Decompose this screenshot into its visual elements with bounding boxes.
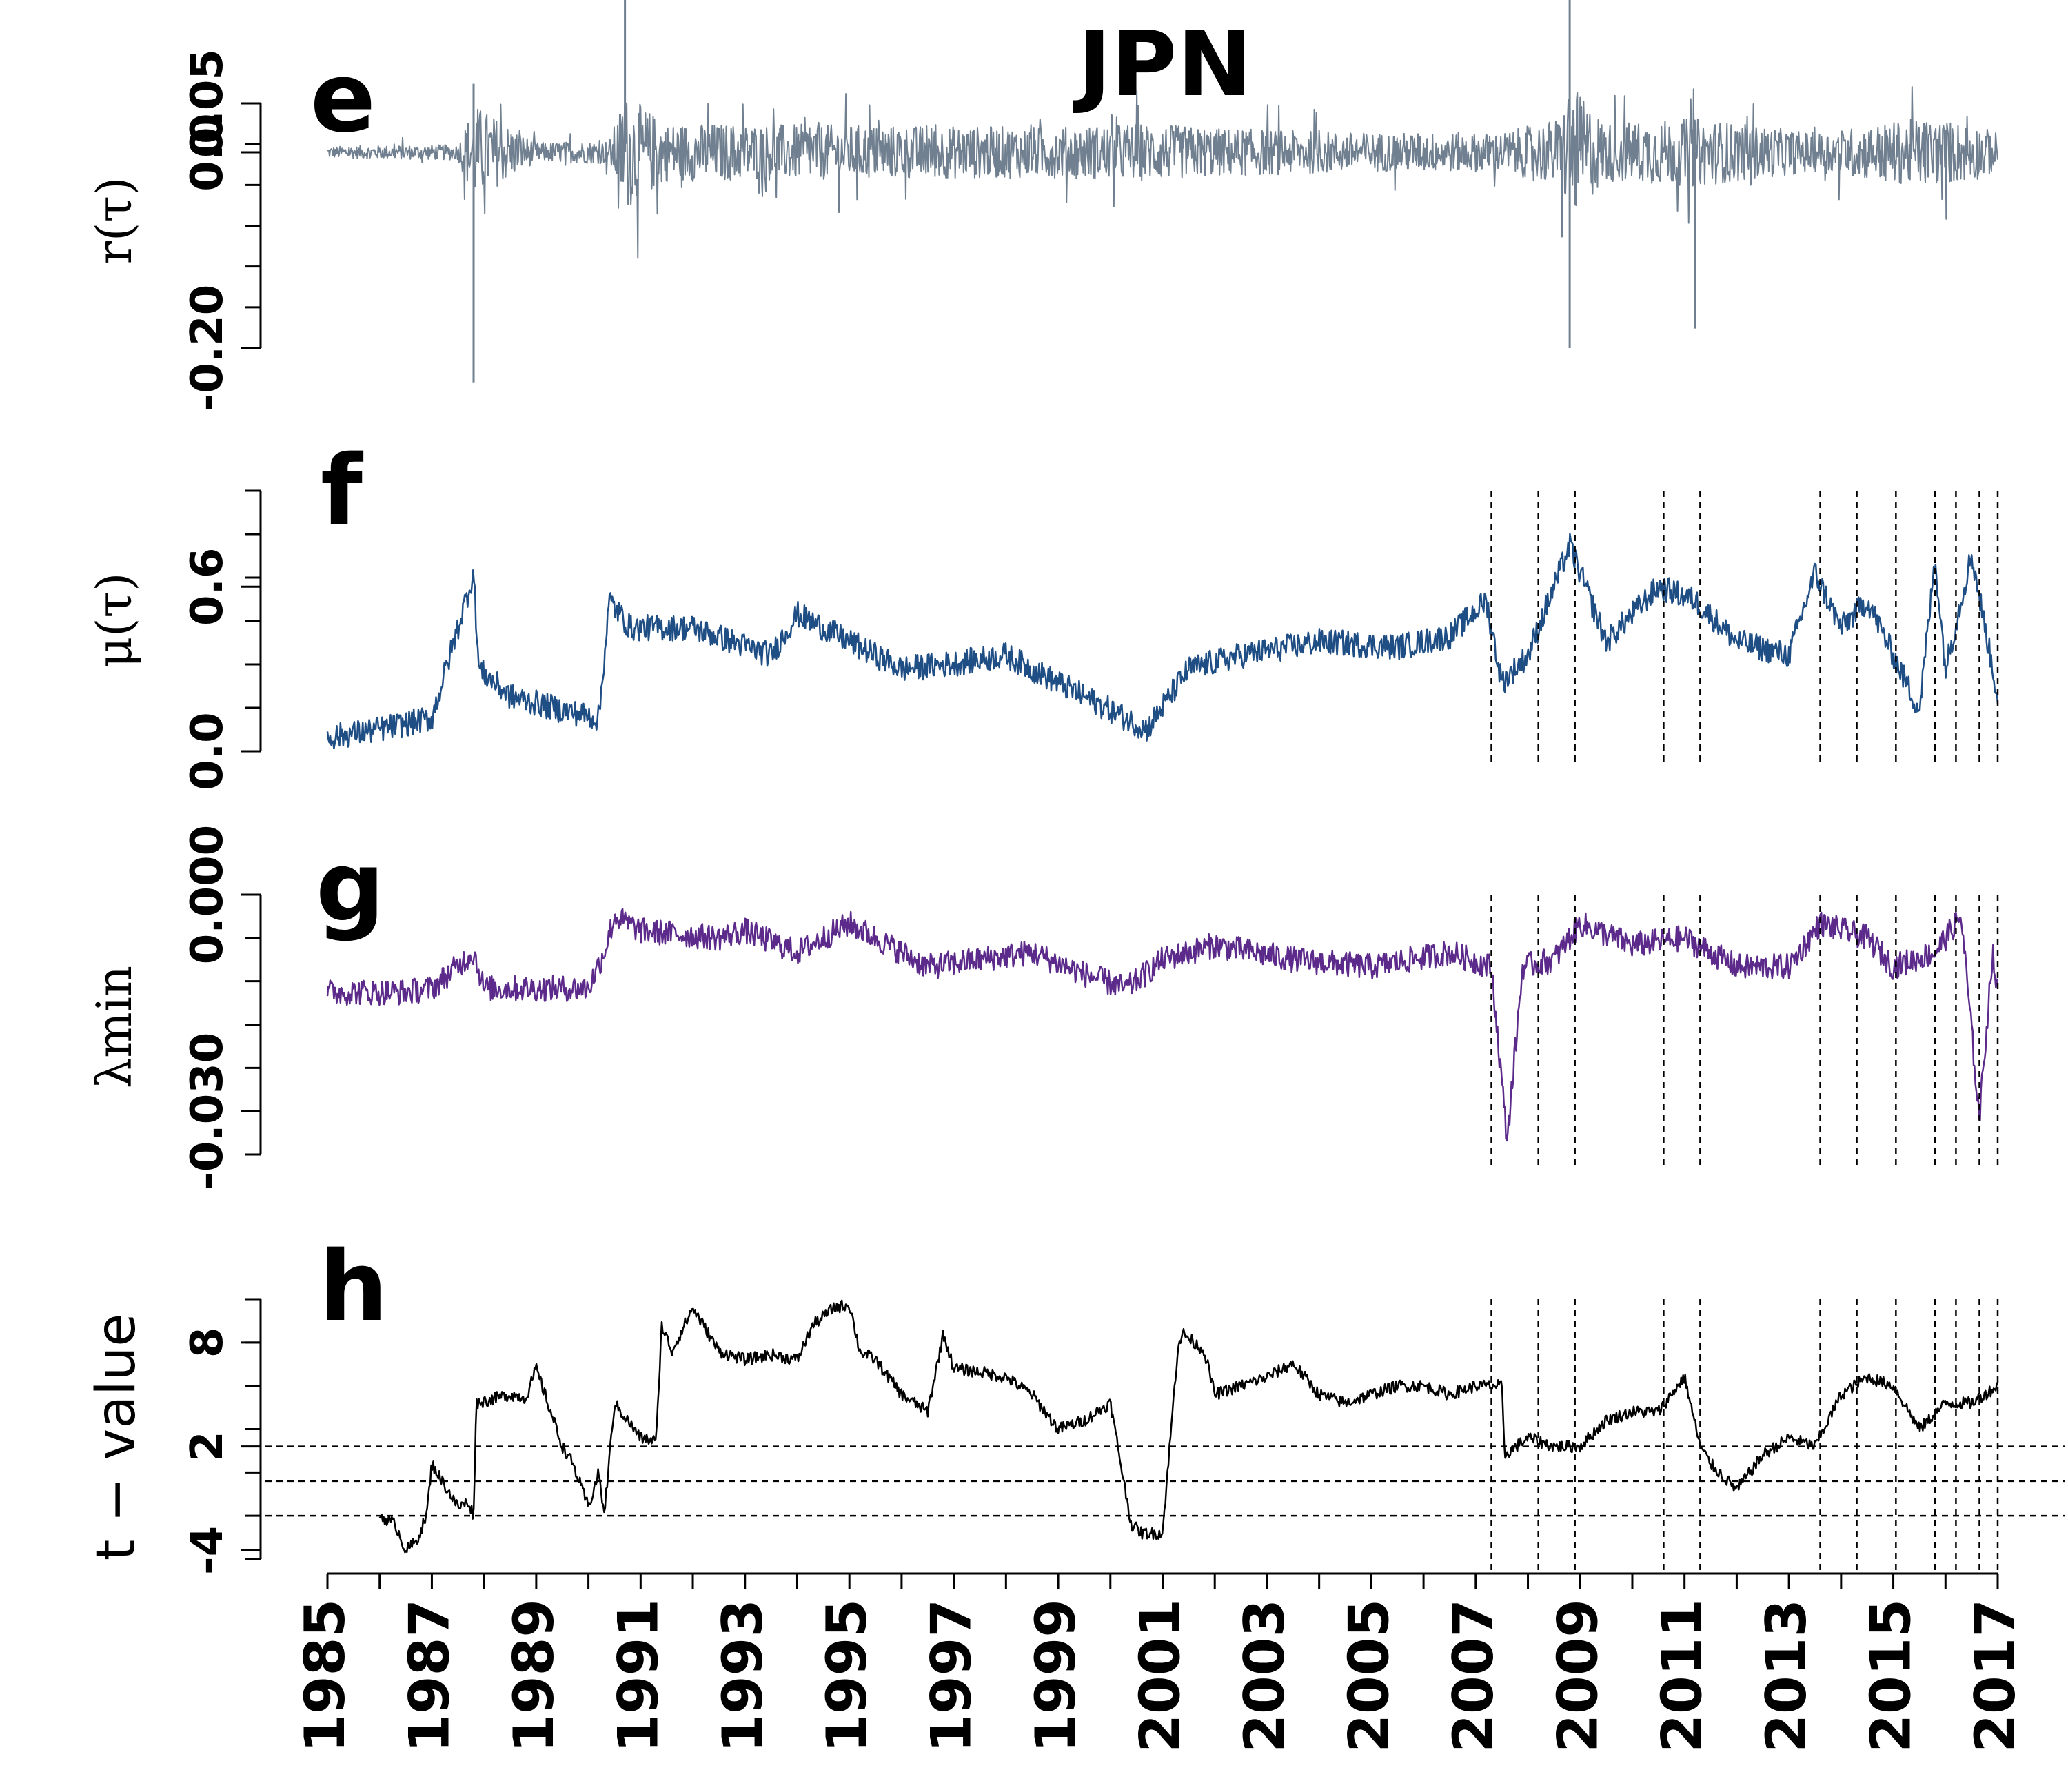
panel-letter-e: e	[310, 42, 376, 154]
series-line-g	[326, 908, 1999, 1142]
x-axis: 1985 1987 1989 1991 1993 1995 1997 1999 2001 2003…	[293, 1572, 2027, 1753]
series-line-e	[327, 86, 1998, 259]
x-tick-label: 1997	[920, 1599, 984, 1753]
panel-letter-h: h	[319, 1231, 388, 1343]
x-tick-label: 1989	[502, 1599, 566, 1753]
axes-panel-g: 0.000 -0.030	[182, 825, 1999, 1190]
ylabel-panel-g-text: λmin	[86, 966, 143, 1088]
chart-title: JPN	[1073, 12, 1252, 116]
ylabel-panel-g: λmin	[86, 966, 143, 1088]
x-tick-label: 2015	[1859, 1599, 1923, 1753]
x-tick-label: 1995	[815, 1599, 879, 1753]
x-tick-label: 2013	[1754, 1599, 1818, 1753]
series-line-h	[378, 1299, 1999, 1554]
x-tick-label: 1993	[711, 1599, 775, 1753]
axes-panel-e: 0.050.0 -0.20	[182, 0, 1998, 411]
x-tick-label: 1987	[397, 1599, 461, 1753]
y-tick-label: 8	[182, 1327, 233, 1358]
panel-letter-g: g	[316, 831, 385, 944]
x-tick-label: 1985	[293, 1599, 357, 1753]
y-tick-label: -0.030	[182, 1032, 233, 1190]
ylabel-panel-h: t − value	[85, 1314, 148, 1561]
y-tick-label: -4	[182, 1526, 233, 1575]
y-tick-label: 0.05	[182, 49, 233, 158]
x-tick-label: 2001	[1128, 1599, 1193, 1753]
y-tick-label: 0.0	[182, 113, 233, 191]
ylabel-panel-e: r(τ)	[86, 177, 143, 265]
y-tick-label: -0.20	[182, 285, 233, 411]
y-tick-label: 0.6	[182, 548, 233, 626]
axes-panel-h: -4 2 8	[182, 1298, 2065, 1575]
x-tick-label: 1999	[1024, 1599, 1088, 1753]
panel-letter-f: f	[321, 435, 364, 547]
x-tick-label: 2003	[1233, 1599, 1297, 1753]
y-tick-label: 0.000	[182, 825, 233, 964]
ylabel-panel-f: μ(τ)	[86, 573, 143, 669]
x-tick-label: 2005	[1337, 1599, 1401, 1753]
x-tick-label: 2011	[1650, 1599, 1714, 1753]
x-tick-label: 1991	[606, 1599, 670, 1753]
axes-panel-f: 0.0 0.6	[182, 489, 1999, 791]
x-tick-label: 2007	[1441, 1599, 1506, 1753]
x-tick-label: 2017	[1963, 1599, 2027, 1753]
series-line-f	[326, 533, 1999, 750]
y-tick-label: 0.0	[182, 712, 233, 790]
y-tick-label: 2	[182, 1431, 233, 1462]
x-tick-label: 2009	[1545, 1599, 1610, 1753]
